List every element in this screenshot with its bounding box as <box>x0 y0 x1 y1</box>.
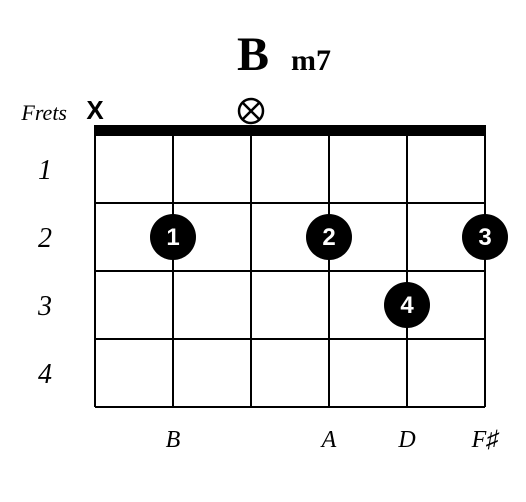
note-label: A <box>320 427 337 453</box>
nut <box>94 125 486 135</box>
finger-number: 1 <box>166 224 179 251</box>
fret-number: 1 <box>38 155 52 186</box>
fret-number: 4 <box>38 359 52 390</box>
note-label: B <box>166 427 181 453</box>
note-label: F♯ <box>471 427 500 453</box>
finger-number: 4 <box>400 292 414 319</box>
chord-diagram: Bm7 Frets 1 2 3 4 X 1 2 3 4 B A D F♯ <box>0 0 526 502</box>
mute-marker: X <box>86 95 104 125</box>
fret-number: 2 <box>38 223 52 254</box>
finger-number: 3 <box>478 224 491 251</box>
finger-number: 2 <box>322 224 335 251</box>
frets-label: Frets <box>20 100 67 125</box>
fret-number: 3 <box>37 291 52 322</box>
chord-svg: Bm7 Frets 1 2 3 4 X 1 2 3 4 B A D F♯ <box>0 0 526 502</box>
chord-root: B <box>237 28 269 81</box>
chord-suffix: m7 <box>291 44 331 77</box>
note-label: D <box>397 427 415 453</box>
